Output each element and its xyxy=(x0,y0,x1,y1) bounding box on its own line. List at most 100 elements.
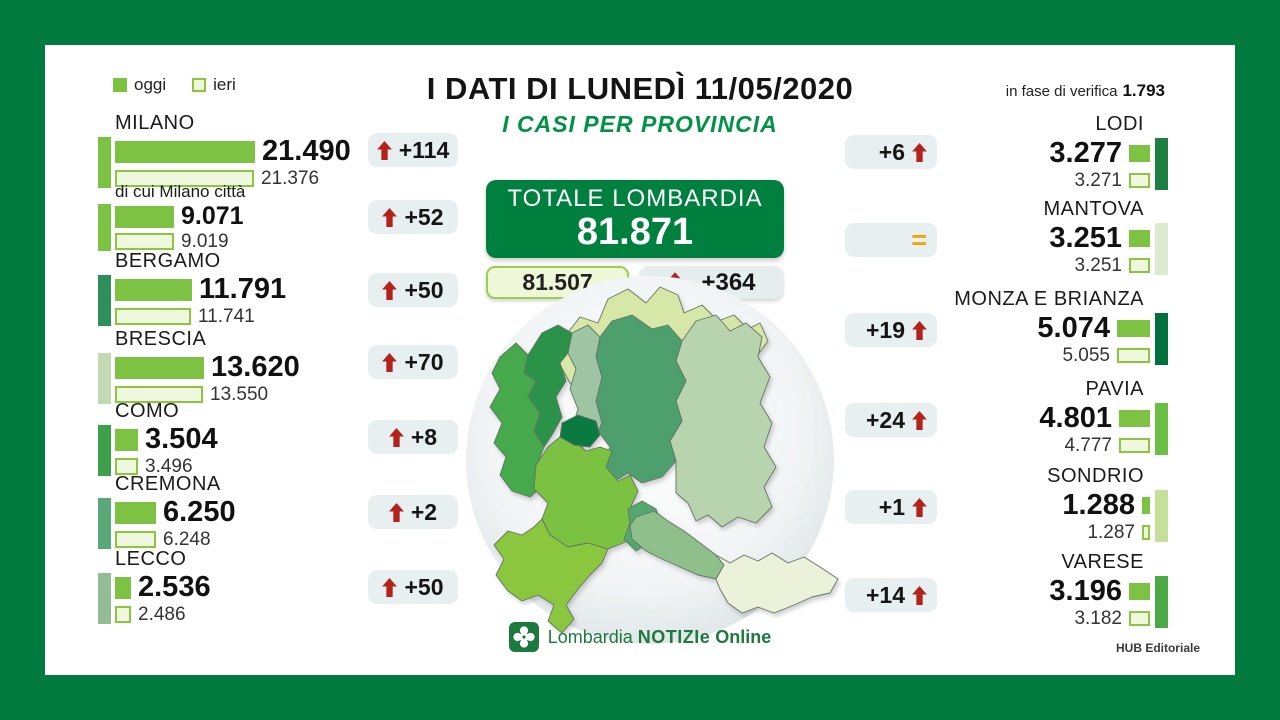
today-swatch-icon xyxy=(113,78,127,92)
delta-badge-pavia: +24 xyxy=(845,403,937,437)
map-province-brescia xyxy=(669,314,777,528)
today-bar xyxy=(115,140,255,163)
map-province-mantova xyxy=(715,552,839,614)
province-accent-bar xyxy=(98,137,111,188)
up-arrow-icon xyxy=(912,142,927,162)
delta-value: +50 xyxy=(404,276,444,303)
total-value: 81.871 xyxy=(576,211,694,254)
province-name: BERGAMO xyxy=(115,250,221,272)
province-name: MANTOVA xyxy=(1043,198,1144,220)
province-block-varese: VARESE 3.196 3.182 xyxy=(1049,551,1168,628)
today-bar xyxy=(1129,230,1150,247)
today-bar xyxy=(1129,583,1150,600)
province-block-mantova: MANTOVA 3.251 3.251 xyxy=(1043,198,1168,275)
yesterday-value: 3.496 xyxy=(145,456,193,477)
legend: oggi ieri xyxy=(113,75,236,95)
yesterday-value: 13.550 xyxy=(210,384,269,405)
today-value: 3.251 xyxy=(1049,222,1122,254)
logo-online: Online xyxy=(715,626,772,647)
delta-value: +114 xyxy=(398,136,450,163)
province-block-milano: MILANO 21.490 21.376 xyxy=(98,112,351,188)
delta-value: +70 xyxy=(404,348,444,375)
up-arrow-icon xyxy=(382,207,398,227)
lombardia-notizie-logo: Lombardia NOTIZIe Online xyxy=(45,622,1235,652)
up-arrow-icon xyxy=(912,410,927,430)
page-title: I DATI DI LUNEDÌ 11/05/2020 xyxy=(426,71,854,106)
today-bar xyxy=(1142,497,1150,514)
province-block-milano-citta: di cui Milano città 9.071 9.019 xyxy=(98,182,245,251)
province-accent-bar xyxy=(1155,490,1168,542)
today-bar xyxy=(1119,410,1150,427)
lombardia-map xyxy=(450,265,850,675)
yesterday-bar xyxy=(1142,525,1150,540)
total-label: TOTALE LOMBARDIA xyxy=(507,185,763,213)
yesterday-bar xyxy=(115,606,131,623)
today-bar xyxy=(1117,320,1150,337)
delta-badge-lecco: +50 xyxy=(368,570,458,604)
delta-badge-bergamo: +50 xyxy=(368,273,458,307)
infographic-panel: oggi ieri I DATI DI LUNEDÌ 11/05/2020 I … xyxy=(45,45,1235,675)
delta-badge-monza: +19 xyxy=(845,313,937,347)
delta-badge-sondrio: +1 xyxy=(845,490,937,524)
today-value: 1.288 xyxy=(1062,489,1135,521)
today-value: 5.074 xyxy=(1037,312,1110,344)
yesterday-bar xyxy=(115,308,191,325)
delta-value: +1 xyxy=(878,493,905,520)
province-block-bergamo: BERGAMO 11.791 11.741 xyxy=(98,250,286,326)
province-name: PAVIA xyxy=(1085,378,1144,400)
province-name: LECCO xyxy=(115,548,187,570)
up-arrow-icon xyxy=(912,585,927,605)
delta-badge-cremona: +2 xyxy=(368,495,458,529)
province-accent-bar xyxy=(98,275,111,326)
yesterday-value: 3.182 xyxy=(1074,608,1122,629)
today-bar xyxy=(115,428,138,451)
today-bar xyxy=(115,356,204,379)
today-value: 2.536 xyxy=(138,571,211,603)
up-arrow-icon xyxy=(382,280,398,300)
delta-badge-milano: +114 xyxy=(368,133,458,167)
province-name: di cui Milano città xyxy=(115,182,246,201)
up-arrow-icon xyxy=(912,320,927,340)
delta-value: +14 xyxy=(865,581,905,608)
delta-badge-varese: +14 xyxy=(845,578,937,612)
delta-badge-mantova: = xyxy=(845,223,937,257)
delta-badge-brescia: +70 xyxy=(368,345,458,379)
yesterday-value: 6.248 xyxy=(163,529,211,550)
yesterday-value: 9.019 xyxy=(181,231,229,252)
delta-badge-lodi: +6 xyxy=(845,135,937,169)
yesterday-value: 21.376 xyxy=(261,168,320,189)
province-block-brescia: BRESCIA 13.620 13.550 xyxy=(98,328,300,404)
province-accent-bar xyxy=(1155,313,1168,365)
delta-value: +19 xyxy=(865,316,905,343)
yesterday-value: 11.741 xyxy=(198,306,255,327)
equals-sign: = xyxy=(911,224,927,255)
today-value: 9.071 xyxy=(181,202,244,230)
delta-value: +50 xyxy=(404,573,444,600)
today-value: 3.277 xyxy=(1049,137,1122,169)
delta-value: +52 xyxy=(404,203,444,230)
verification-note: in fase di verifica 1.793 xyxy=(1006,81,1165,101)
delta-value: +6 xyxy=(878,138,905,165)
legend-today: oggi xyxy=(113,75,166,95)
yesterday-bar xyxy=(115,170,254,187)
verification-value: 1.793 xyxy=(1122,81,1165,100)
yesterday-bar xyxy=(115,386,203,403)
today-bar xyxy=(115,576,131,599)
logo-lombardia: Lombardia xyxy=(547,626,633,647)
province-accent-bar xyxy=(98,573,111,624)
today-value: 3.196 xyxy=(1049,575,1122,607)
province-accent-bar xyxy=(1155,223,1168,275)
yesterday-value: 3.271 xyxy=(1074,170,1122,191)
province-accent-bar xyxy=(98,425,111,476)
today-bar xyxy=(115,501,156,524)
logo-text: Lombardia NOTIZIe Online xyxy=(548,627,772,648)
today-value: 6.250 xyxy=(163,496,236,528)
verification-label: in fase di verifica xyxy=(1005,83,1118,100)
delta-badge-milano-citta: +52 xyxy=(368,200,458,234)
province-block-sondrio: SONDRIO 1.288 1.287 xyxy=(1047,465,1168,542)
yesterday-bar xyxy=(115,233,174,250)
today-bar xyxy=(1129,145,1150,162)
yesterday-value: 3.251 xyxy=(1074,255,1122,276)
province-block-lecco: LECCO 2.536 2.486 xyxy=(98,548,211,624)
yesterday-bar xyxy=(1119,438,1150,453)
